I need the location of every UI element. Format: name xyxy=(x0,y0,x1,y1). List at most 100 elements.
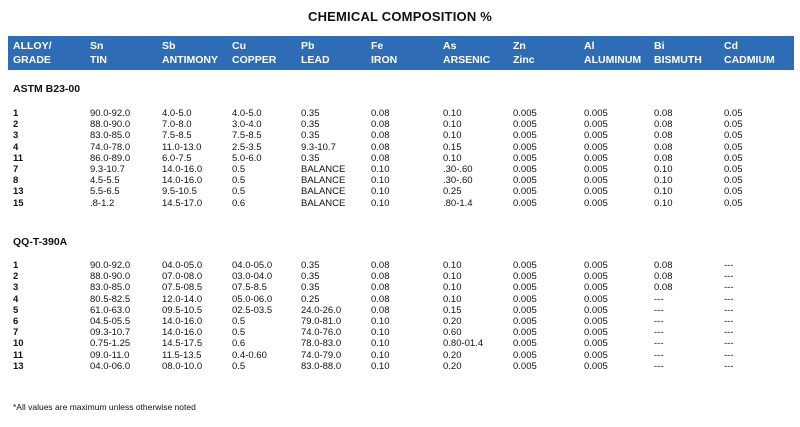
header-bismuth-name: BISMUTH xyxy=(654,54,702,66)
cell-grade: 4 xyxy=(13,293,19,305)
cell-aluminum: 0.005 xyxy=(584,260,608,271)
header-tin: Sn TIN xyxy=(90,39,107,67)
cell-tin: 86.0-89.0 xyxy=(90,152,131,164)
cell-antimony: 14.0-16.0 xyxy=(162,316,203,327)
cell-zinc: 0.005 xyxy=(513,175,537,187)
cell-grade: 11 xyxy=(13,152,24,164)
header-cadmium: Cd CADMIUM xyxy=(724,39,775,67)
table-row: 11 86.0-89.0 6.0-7.5 5.0-6.0 0.35 0.08 0.10 0.0… xyxy=(0,153,800,164)
cell-iron: 0.08 xyxy=(371,119,390,131)
cell-bismuth: --- xyxy=(654,349,664,361)
cell-aluminum: 0.005 xyxy=(584,130,608,142)
cell-tin: 90.0-92.0 xyxy=(90,108,131,119)
cell-cadmium: 0.05 xyxy=(724,141,743,153)
header-zinc-name: Zinc xyxy=(513,54,535,66)
cell-tin: 09.3-10.7 xyxy=(90,327,131,339)
cell-grade: 6 xyxy=(13,316,19,327)
cell-tin: 83.0-85.0 xyxy=(90,282,131,294)
cell-antimony: 07.5-08.5 xyxy=(162,282,203,294)
cell-aluminum: 0.005 xyxy=(584,152,608,164)
header-lead-name: LEAD xyxy=(301,54,330,66)
header-copper-symbol: Cu xyxy=(232,40,246,52)
cell-cadmium: 0.05 xyxy=(724,186,743,198)
cell-zinc: 0.005 xyxy=(513,304,537,316)
cell-cadmium: 0.05 xyxy=(724,152,743,164)
cell-cadmium: 0.05 xyxy=(724,108,743,119)
cell-lead: 9.3-10.7 xyxy=(301,141,336,153)
cell-grade: 13 xyxy=(13,186,24,198)
cell-iron: 0.10 xyxy=(371,164,390,175)
cell-zinc: 0.005 xyxy=(513,282,537,294)
header-copper: Cu COPPER xyxy=(232,39,276,67)
cell-bismuth: 0.08 xyxy=(654,260,673,271)
cell-antimony: 12.0-14.0 xyxy=(162,293,203,305)
cell-lead: BALANCE xyxy=(301,186,346,198)
table-row: 5 61.0-63.0 09.5-10.5 02.5-03.5 24.0-26.0 0.0… xyxy=(0,305,800,316)
header-bismuth: Bi BISMUTH xyxy=(654,39,702,67)
cell-aluminum: 0.005 xyxy=(584,164,608,175)
cell-copper: 0.5 xyxy=(232,360,246,372)
cell-bismuth: 0.08 xyxy=(654,282,673,294)
section-title: ASTM B23-00 xyxy=(13,83,81,95)
cell-arsenic: 0.10 xyxy=(443,282,462,294)
cell-lead: BALANCE xyxy=(301,175,346,187)
header-arsenic: As ARSENIC xyxy=(443,39,490,67)
cell-zinc: 0.005 xyxy=(513,260,537,271)
cell-tin: 88.0-90.0 xyxy=(90,119,131,131)
cell-arsenic: .30-.60 xyxy=(443,164,473,175)
header-arsenic-symbol: As xyxy=(443,40,457,52)
cell-cadmium: 0.05 xyxy=(724,175,743,187)
cell-zinc: 0.005 xyxy=(513,186,537,198)
cell-copper: 0.5 xyxy=(232,327,246,339)
cell-aluminum: 0.005 xyxy=(584,316,608,327)
header-iron-symbol: Fe xyxy=(371,40,384,52)
header-antimony-name: ANTIMONY xyxy=(162,54,218,66)
footnote: *All values are maximum unless otherwise… xyxy=(13,402,196,412)
cell-copper: 0.5 xyxy=(232,186,246,198)
cell-arsenic: 0.10 xyxy=(443,271,462,283)
cell-zinc: 0.005 xyxy=(513,293,537,305)
cell-grade: 1 xyxy=(13,260,19,271)
cell-bismuth: 0.08 xyxy=(654,141,673,153)
cell-copper: 0.5 xyxy=(232,316,246,327)
cell-copper: 0.5 xyxy=(232,175,246,187)
cell-aluminum: 0.005 xyxy=(584,360,608,372)
cell-grade: 10 xyxy=(13,338,24,350)
cell-aluminum: 0.005 xyxy=(584,282,608,294)
table-row: 6 04.5-05.5 14.0-16.0 0.5 79.0-81.0 0.10 0.20 0… xyxy=(0,316,800,327)
cell-arsenic: 0.10 xyxy=(443,152,462,164)
cell-tin: 9.3-10.7 xyxy=(90,164,125,175)
cell-grade: 7 xyxy=(13,327,19,339)
section-title: QQ-T-390A xyxy=(13,236,68,248)
cell-cadmium: --- xyxy=(724,271,734,283)
cell-arsenic: 0.10 xyxy=(443,293,462,305)
cell-bismuth: 0.10 xyxy=(654,197,673,209)
cell-cadmium: --- xyxy=(724,349,734,361)
cell-arsenic: 0.10 xyxy=(443,119,462,131)
cell-zinc: 0.005 xyxy=(513,108,537,119)
cell-lead: 24.0-26.0 xyxy=(301,304,342,316)
cell-grade: 3 xyxy=(13,130,19,142)
cell-iron: 0.08 xyxy=(371,108,390,119)
cell-zinc: 0.005 xyxy=(513,164,537,175)
header-arsenic-name: ARSENIC xyxy=(443,54,491,66)
cell-bismuth: 0.08 xyxy=(654,108,673,119)
cell-cadmium: --- xyxy=(724,282,734,294)
cell-zinc: 0.005 xyxy=(513,360,537,372)
cell-iron: 0.08 xyxy=(371,293,390,305)
cell-copper: 04.0-05.0 xyxy=(232,260,273,271)
table-row: 7 09.3-10.7 14.0-16.0 0.5 74.0-76.0 0.10 0.60 0… xyxy=(0,327,800,338)
cell-copper: 05.0-06.0 xyxy=(232,293,273,305)
cell-lead: 74.0-76.0 xyxy=(301,327,342,339)
cell-antimony: 07.0-08.0 xyxy=(162,271,203,283)
cell-cadmium: --- xyxy=(724,338,734,350)
cell-zinc: 0.005 xyxy=(513,271,537,283)
cell-antimony: 6.0-7.5 xyxy=(162,152,192,164)
cell-copper: 0.5 xyxy=(232,164,246,175)
cell-iron: 0.08 xyxy=(371,271,390,283)
page-title: CHEMICAL COMPOSITION % xyxy=(307,9,492,24)
cell-antimony: 14.0-16.0 xyxy=(162,327,203,339)
cell-grade: 1 xyxy=(13,108,19,119)
cell-copper: 5.0-6.0 xyxy=(232,152,262,164)
cell-arsenic: 0.60 xyxy=(443,327,462,339)
